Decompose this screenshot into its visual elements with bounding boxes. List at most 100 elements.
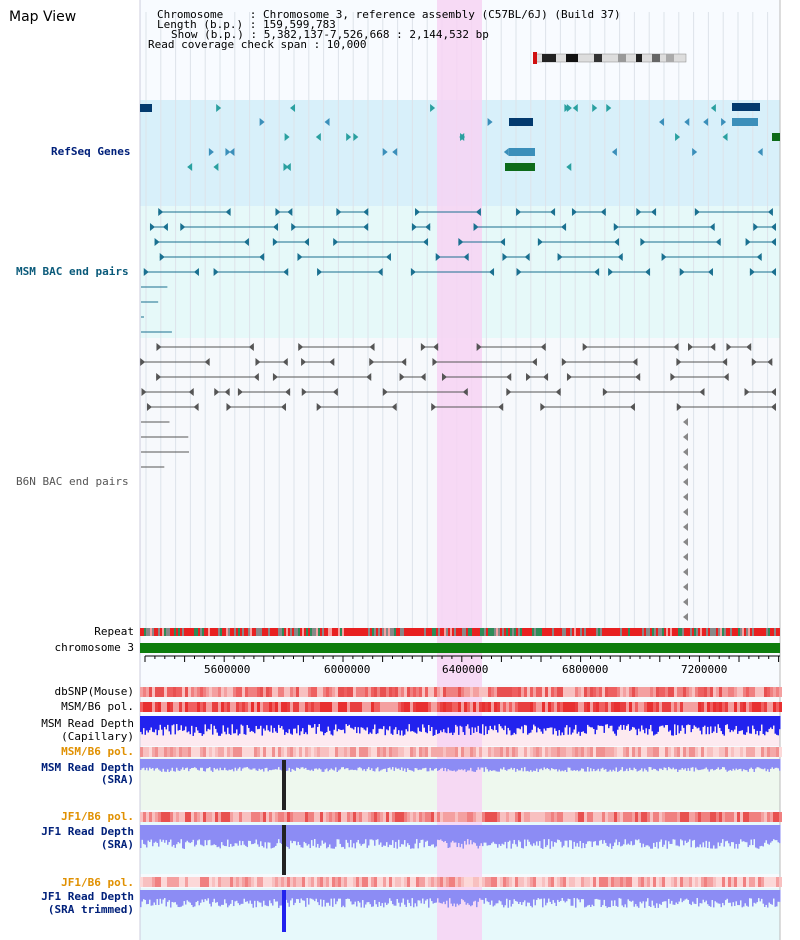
repeat-segment — [696, 628, 698, 636]
variant-density-cell — [527, 702, 530, 712]
jf1-depth-bar — [347, 825, 349, 843]
repeat-segment — [700, 628, 702, 636]
jf1-depth-bar — [246, 825, 248, 848]
capillary-depth-bar — [537, 716, 539, 728]
msm-sra-depth-bar — [243, 759, 245, 768]
msm-sra-depth-bar — [141, 759, 143, 769]
variant-density-cell — [734, 702, 737, 712]
msm-bac-pair-end — [753, 223, 759, 231]
variant-density-cell — [362, 877, 365, 887]
capillary-depth-bar — [536, 716, 538, 733]
repeat-segment — [524, 628, 526, 636]
variant-density-cell — [350, 747, 353, 757]
capillary-depth-bar — [495, 716, 497, 730]
variant-density-cell — [146, 687, 149, 697]
repeat-segment — [664, 628, 666, 636]
msm-sra-depth-bar — [329, 759, 331, 770]
repeat-segment — [736, 628, 738, 636]
variant-density-cell — [329, 812, 332, 822]
jf1-depth-bar — [416, 825, 418, 840]
variant-density-cell — [182, 702, 185, 712]
repeat-segment — [470, 628, 472, 636]
capillary-depth-bar — [573, 716, 575, 730]
variant-density-cell — [773, 687, 776, 697]
msm-sra-depth-bar — [258, 759, 260, 769]
jf1-trim-depth-bar — [656, 890, 658, 904]
jf1-depth-bar — [338, 825, 340, 840]
jf1-trim-depth-bar — [285, 890, 287, 900]
jf1-trim-depth-bar — [672, 890, 674, 905]
variant-density-cell — [302, 812, 305, 822]
msm-bac-label[interactable]: MSM BAC end pairs — [16, 265, 129, 278]
variant-density-cell — [608, 702, 611, 712]
variant-density-cell — [674, 877, 677, 887]
repeat-segment — [332, 628, 334, 636]
b6n-bac-label[interactable]: B6N BAC end pairs — [16, 475, 129, 488]
jf1-trim-depth-bar — [506, 890, 508, 899]
variant-density-cell — [494, 702, 497, 712]
msm-sra-depth-bar — [608, 759, 610, 772]
capillary-depth-bar — [317, 716, 319, 727]
msm-sra-depth-bar — [527, 759, 529, 771]
capillary-depth-bar — [147, 716, 149, 733]
variant-density-cell — [410, 812, 413, 822]
jf1-trim-depth-bar — [471, 890, 473, 906]
variant-density-cell — [374, 747, 377, 757]
capillary-depth-bar — [650, 716, 652, 725]
b6n-bac-pair-end — [767, 358, 773, 366]
jf1-trim-depth-bar — [497, 890, 499, 904]
variant-density-cell — [740, 877, 743, 887]
variant-density-cell — [242, 687, 245, 697]
msm-sra-depth-bar — [170, 759, 172, 771]
repeat-segment — [432, 628, 434, 636]
msm-sra-depth-bar — [372, 759, 374, 772]
capillary-depth-bar — [212, 716, 214, 735]
variant-density-cell — [632, 877, 635, 887]
jf1-trim-depth-bar — [525, 890, 527, 907]
variant-density-cell — [428, 812, 431, 822]
jf1-trim-depth-bar — [476, 890, 478, 908]
variant-density-cell — [323, 812, 326, 822]
variant-density-cell — [224, 812, 227, 822]
msm-sra-depth-bar — [710, 759, 712, 770]
jf1-trim-depth-bar — [515, 890, 517, 901]
variant-density-cell — [353, 702, 356, 712]
gene-block — [732, 103, 760, 111]
repeat-segment — [268, 628, 270, 636]
capillary-depth-bar — [662, 716, 664, 726]
variant-density-cell — [776, 747, 779, 757]
capillary-depth-bar — [336, 716, 338, 732]
msm-bac-pair-end — [561, 223, 567, 231]
capillary-depth-bar — [263, 716, 265, 729]
jf1-trim-depth-bar — [557, 890, 559, 900]
variant-density-cell — [704, 747, 707, 757]
msm-sra-depth-bar — [236, 759, 238, 771]
variant-density-cell — [344, 747, 347, 757]
jf1-trim-depth-bar — [729, 890, 731, 903]
repeat-segment — [216, 628, 218, 636]
variant-density-cell — [224, 877, 227, 887]
capillary-depth-bar — [288, 716, 290, 730]
jf1-depth-bar — [216, 825, 218, 848]
variant-density-cell — [635, 812, 638, 822]
chromosome-ideogram[interactable] — [531, 52, 689, 64]
variant-density-cell — [170, 687, 173, 697]
b6n-bac-pair-end — [399, 373, 405, 381]
repeat-segment — [636, 628, 638, 636]
repeat-segment — [610, 628, 612, 636]
variant-density-cell — [251, 702, 254, 712]
capillary-depth-bar — [717, 716, 719, 725]
variant-density-cell — [236, 687, 239, 697]
jf1-trim-depth-bar — [639, 890, 641, 902]
b6n-bac-pair-end — [156, 343, 162, 351]
gene-feature — [692, 148, 698, 156]
msm-sra-depth-bar — [182, 759, 184, 768]
variant-density-cell — [377, 812, 380, 822]
refseq-genes-label[interactable]: RefSeq Genes — [51, 145, 131, 158]
jf1-depth-bar — [356, 825, 358, 843]
variant-density-cell — [701, 877, 704, 887]
msm-sra-depth-bar — [449, 759, 451, 771]
variant-density-cell — [302, 687, 305, 697]
variant-density-cell — [596, 812, 599, 822]
